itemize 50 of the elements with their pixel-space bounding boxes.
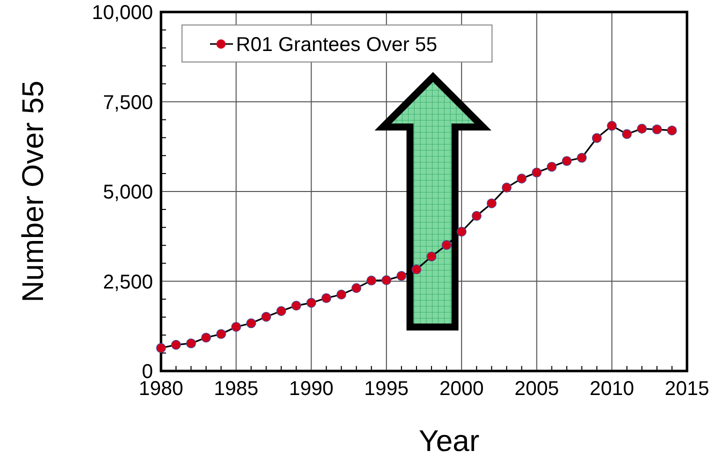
point (246, 318, 256, 328)
x-tick-label: 1985 (214, 378, 258, 400)
x-axis-title: Year (418, 425, 480, 458)
x-tick-label: 1980 (138, 378, 184, 400)
point (261, 312, 272, 322)
y-tick-label: 10,000 (92, 2, 153, 24)
point (291, 300, 302, 311)
point (606, 120, 617, 131)
point (426, 252, 436, 262)
point (366, 276, 376, 286)
x-tick-label: 2005 (514, 378, 559, 400)
y-axis-title: Number Over 55 (17, 80, 50, 302)
x-tick-label: 1990 (289, 378, 334, 400)
point (412, 264, 422, 274)
point (186, 338, 196, 348)
x-tick-label: 1995 (364, 378, 409, 400)
point (576, 152, 587, 163)
point (502, 182, 512, 192)
point (532, 168, 542, 178)
x-tick-label: 2015 (664, 378, 710, 400)
point (382, 275, 392, 286)
point (306, 298, 316, 308)
point (486, 198, 497, 208)
point (622, 129, 632, 139)
point (546, 162, 557, 172)
point (592, 133, 602, 143)
point (456, 226, 466, 237)
point (171, 340, 181, 350)
point (321, 293, 332, 304)
point (396, 270, 406, 281)
y-tick-label: 5,000 (102, 182, 153, 204)
y-tick-label: 7,500 (102, 92, 153, 114)
point (442, 240, 452, 250)
x-tick-label: 2000 (439, 378, 484, 400)
point (652, 124, 662, 134)
point (156, 343, 166, 353)
x-tick-label: 2010 (590, 378, 634, 400)
point (201, 332, 211, 343)
point (216, 329, 226, 339)
point (276, 306, 286, 316)
point (562, 156, 572, 166)
point (472, 211, 482, 221)
point (351, 283, 362, 293)
legend-label: R01 Grantees Over 55 (236, 34, 438, 56)
point (516, 174, 527, 184)
y-tick-label: 2,500 (102, 271, 153, 294)
point (231, 322, 242, 332)
point (336, 290, 346, 300)
point (667, 126, 677, 136)
point (637, 124, 647, 134)
